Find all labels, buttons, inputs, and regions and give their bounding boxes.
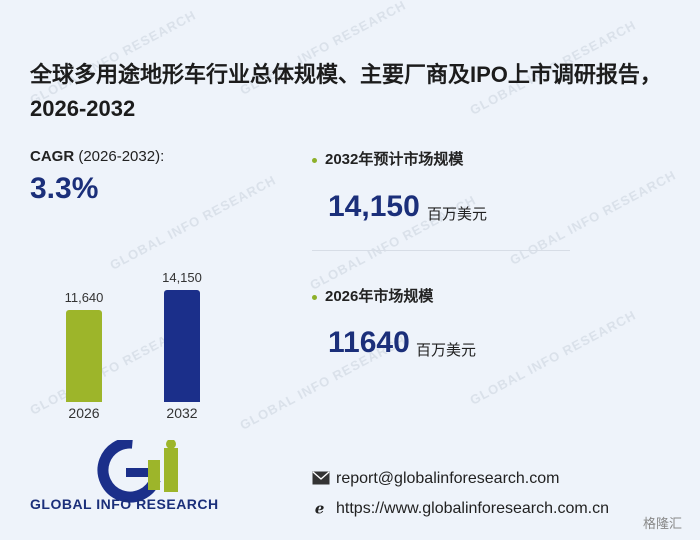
website-text[interactable]: https://www.globalinforesearch.com.cn [336, 500, 610, 517]
kpi-2026-value: 11640 [328, 326, 410, 359]
kpi-2032-label: 2032年预计市场规模 [312, 148, 463, 169]
logo-text: GLOBAL INFO RESEARCH [30, 496, 219, 512]
contact-email[interactable]: report@globalinforesearch.com [312, 470, 559, 488]
browser-e-icon: e [315, 501, 324, 515]
svg-text:e: e [315, 501, 324, 515]
bar-category-label: 2026 [68, 405, 100, 421]
kpi-2026-label-text: 2026年市场规模 [325, 288, 434, 305]
kpi-2032-value: 14,150 [328, 190, 420, 223]
source-badge: 格隆汇 [642, 516, 682, 531]
kpi-2032-unit: 百万美元 [427, 206, 488, 223]
kpi-2026-label: 2026年市场规模 [312, 285, 433, 306]
mail-icon [312, 471, 330, 485]
gi-logo-icon [97, 440, 178, 503]
bar-category-label: 2032 [166, 405, 198, 421]
bar-2032 [164, 290, 200, 402]
kpi-2026-unit: 百万美元 [416, 342, 477, 359]
page-title: 全球多用途地形车行业总体规模、主要厂商及IPO上市调研报告，2026-2032 [30, 62, 662, 121]
cagr-value: 3.3% [30, 172, 99, 205]
cagr-label: CAGR (2026-2032): [30, 148, 164, 165]
contact-website[interactable]: e https://www.globalinforesearch.com.cn [312, 500, 609, 518]
email-text[interactable]: report@globalinforesearch.com [336, 470, 560, 487]
divider [312, 250, 570, 251]
watermark: GLOBAL INFO RESEARCH [507, 167, 679, 268]
bar-value-label: 11,640 [64, 290, 104, 305]
watermark: GLOBAL INFO RESEARCH [467, 307, 639, 408]
bullet-dot-icon [312, 157, 317, 163]
cagr-period: (2026-2032): [78, 148, 165, 165]
bar-2026 [66, 310, 102, 402]
watermark: GLOBAL INFO RESEARCH [107, 172, 279, 273]
cagr-label-text: CAGR [30, 148, 75, 165]
bullet-dot-icon [312, 294, 317, 300]
kpi-2032-label-text: 2032年预计市场规模 [325, 151, 464, 168]
bar-value-label: 14,150 [162, 270, 202, 285]
